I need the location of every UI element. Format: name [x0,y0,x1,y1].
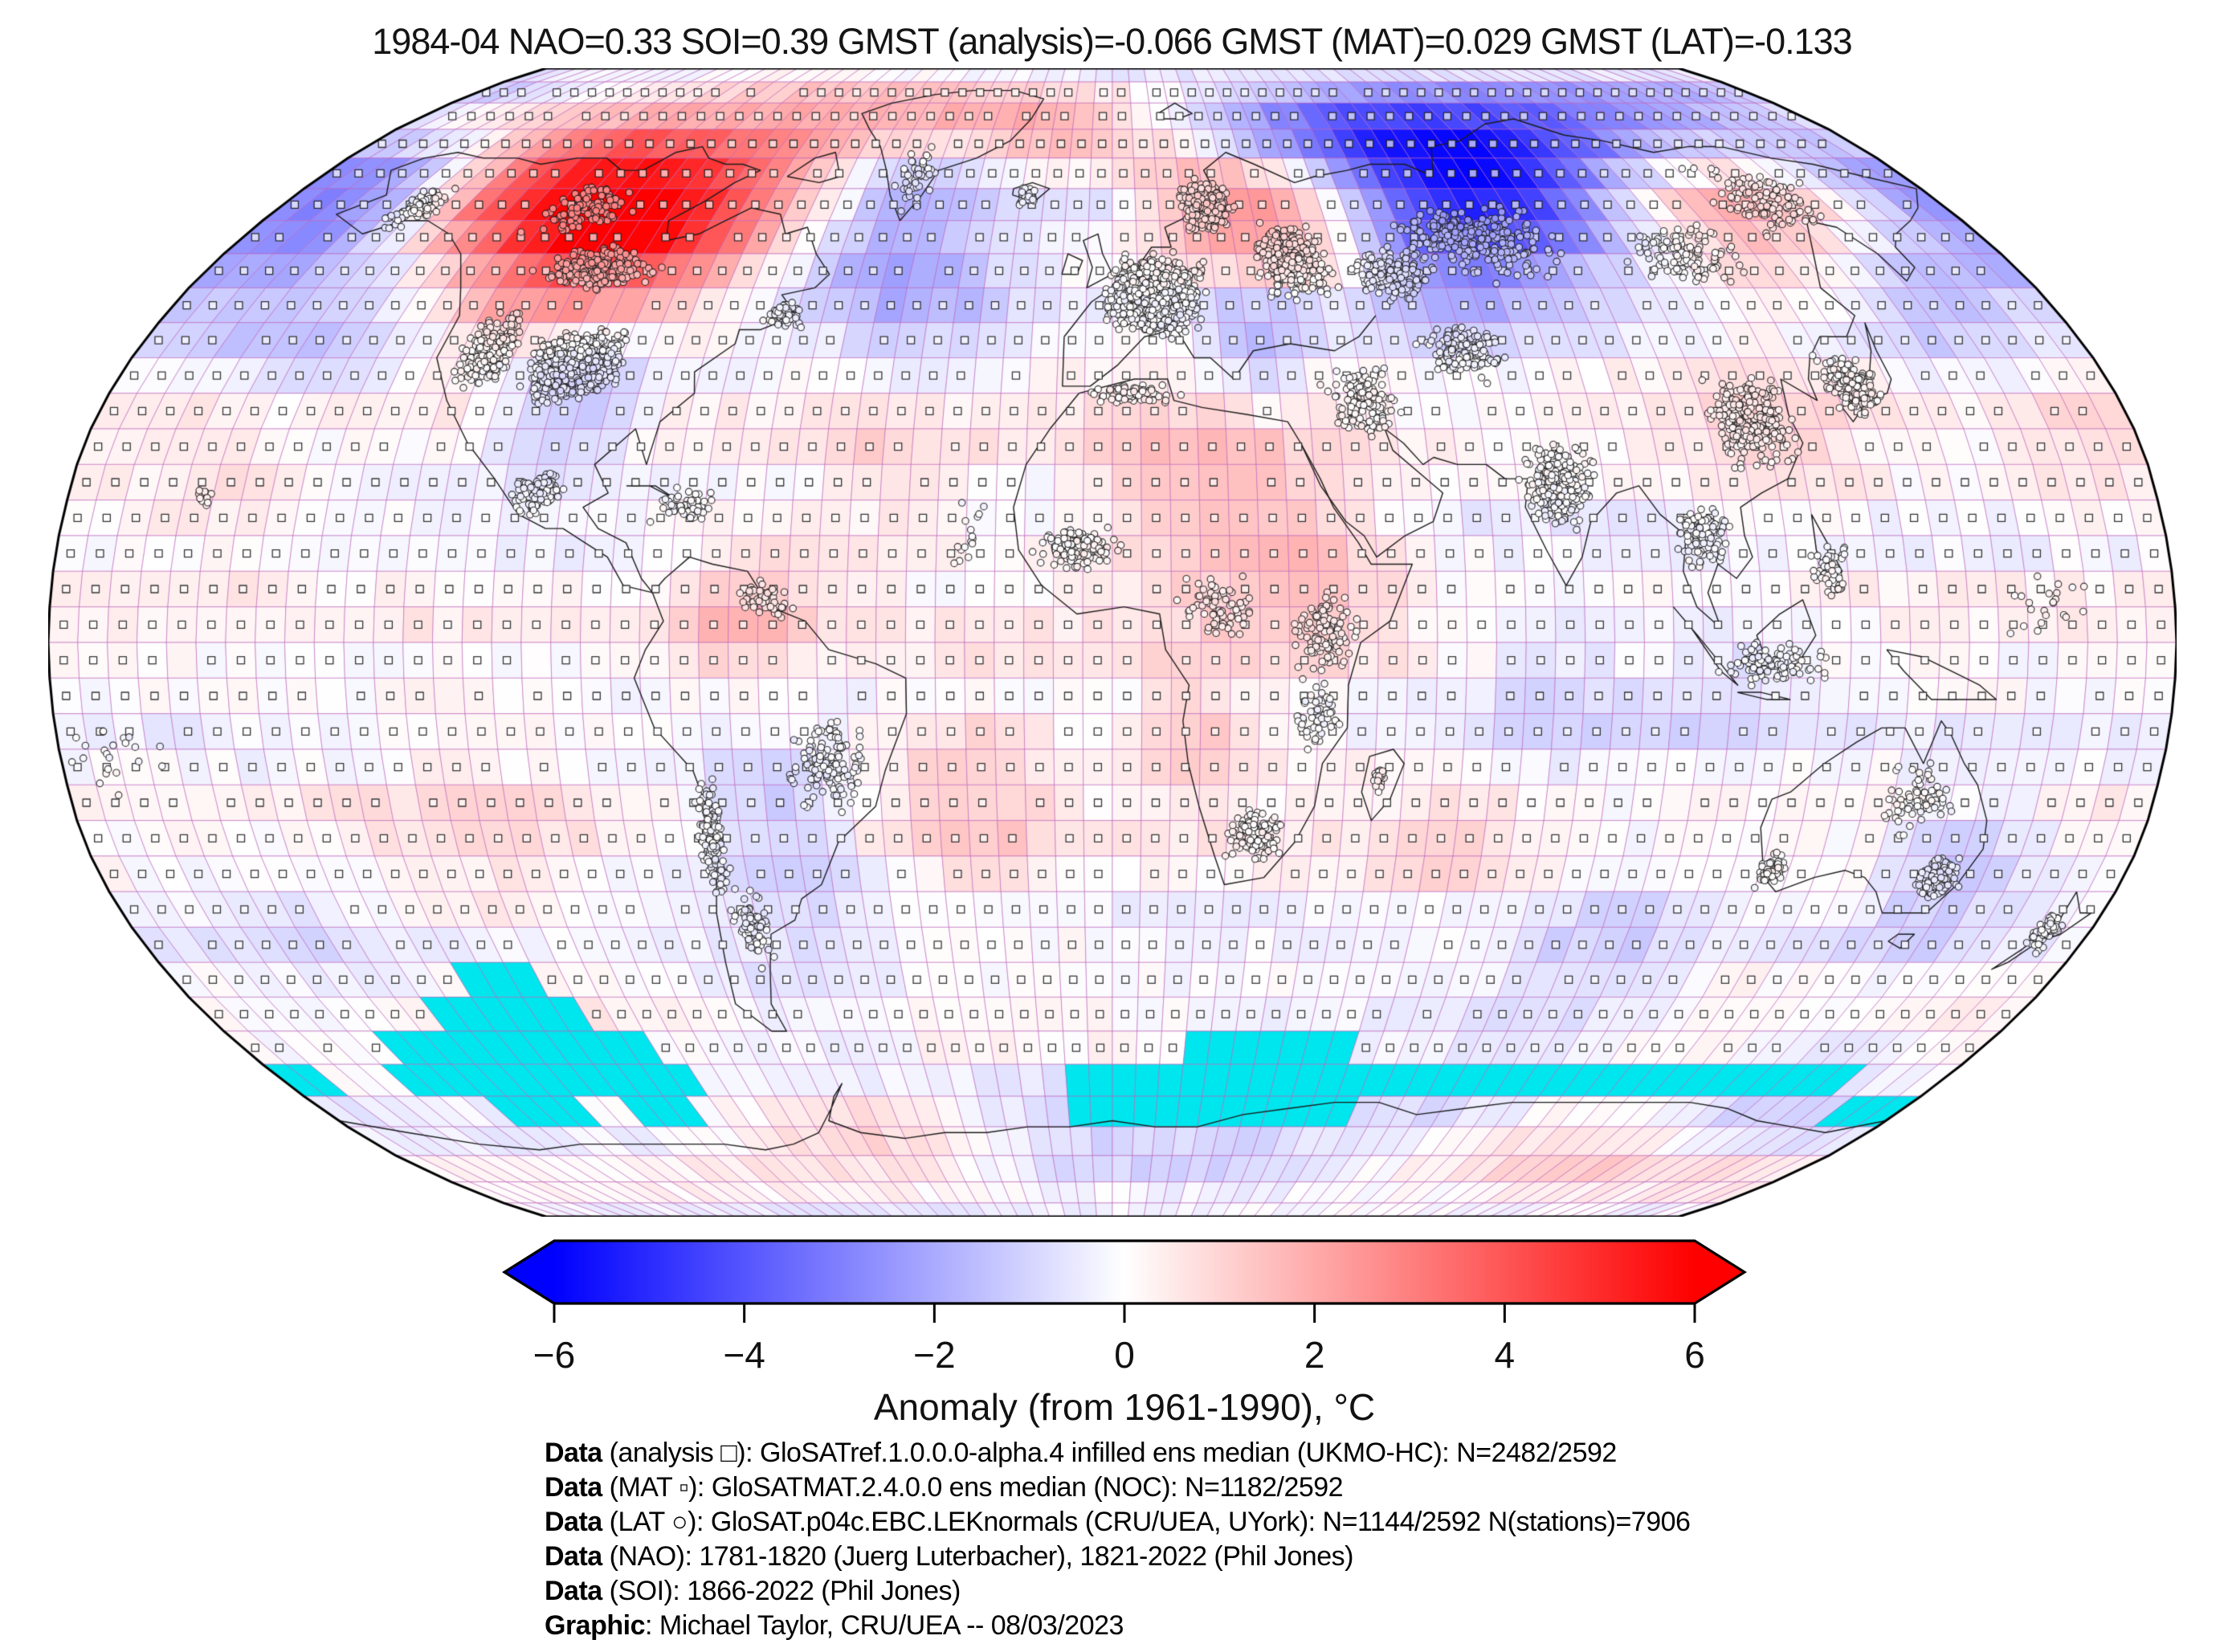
footer-line: Data (analysis □): GloSATref.1.0.0.0-alp… [545,1436,1690,1470]
footer-line-label: Data [545,1438,602,1468]
footer-line: Data (SOI): 1866-2022 (Phil Jones) [545,1574,1690,1609]
footer-line-text: (analysis □): GloSATref.1.0.0.0-alpha.4 … [602,1438,1618,1468]
footer-credits: Data (analysis □): GloSATref.1.0.0.0-alp… [545,1436,1691,1643]
colorbar: −6 −4 −2 0 2 4 6 Anomaly (from 1961-1990), °C [501,1239,1748,1428]
footer-line: Graphic: Michael Taylor, CRU/UEA -- 08/0… [545,1609,1690,1643]
colorbar-tick-label: −6 [533,1334,575,1376]
footer-line: Data (MAT ▫): GloSATMAT.2.4.0.0 ens medi… [545,1470,1690,1505]
footer-line: Data (LAT ○): GloSAT.p04c.EBC.LEKnormals… [545,1505,1691,1540]
footer-line-text: (SOI): 1866-2022 (Phil Jones) [602,1576,961,1606]
footer-line-text: (NAO): 1781-1820 (Juerg Luterbacher), 18… [602,1541,1354,1572]
footer-line-text: (MAT ▫): GloSATMAT.2.4.0.0 ens median (N… [602,1472,1344,1503]
colorbar-tick-label: −4 [723,1334,765,1376]
footer-line-text: (LAT ○): GloSAT.p04c.EBC.LEKnormals (CRU… [602,1507,1691,1537]
world-anomaly-map [48,68,2177,1217]
footer-line-label: Data [545,1541,602,1572]
footer-line-label: Data [545,1576,602,1606]
figure-title: 1984-04 NAO=0.33 SOI=0.39 GMST (analysis… [372,21,1852,62]
footer-line-text: : Michael Taylor, CRU/UEA -- 08/03/2023 [644,1610,1124,1641]
footer-line-label: Data [545,1472,602,1503]
colorbar-tick-label: 2 [1304,1334,1325,1376]
colorbar-gradient-arrow [501,1239,1748,1305]
footer-line: Data (NAO): 1781-1820 (Juerg Luterbacher… [545,1540,1690,1574]
footer-line-label: Graphic [545,1610,645,1641]
colorbar-axis-label: Anomaly (from 1961-1990), °C [874,1386,1375,1428]
footer-line-label: Data [545,1507,602,1537]
colorbar-tick-label: 6 [1684,1334,1705,1376]
colorbar-tick-label: −2 [913,1334,955,1376]
colorbar-tick-label: 4 [1495,1334,1516,1376]
colorbar-tick-label: 0 [1114,1334,1135,1376]
